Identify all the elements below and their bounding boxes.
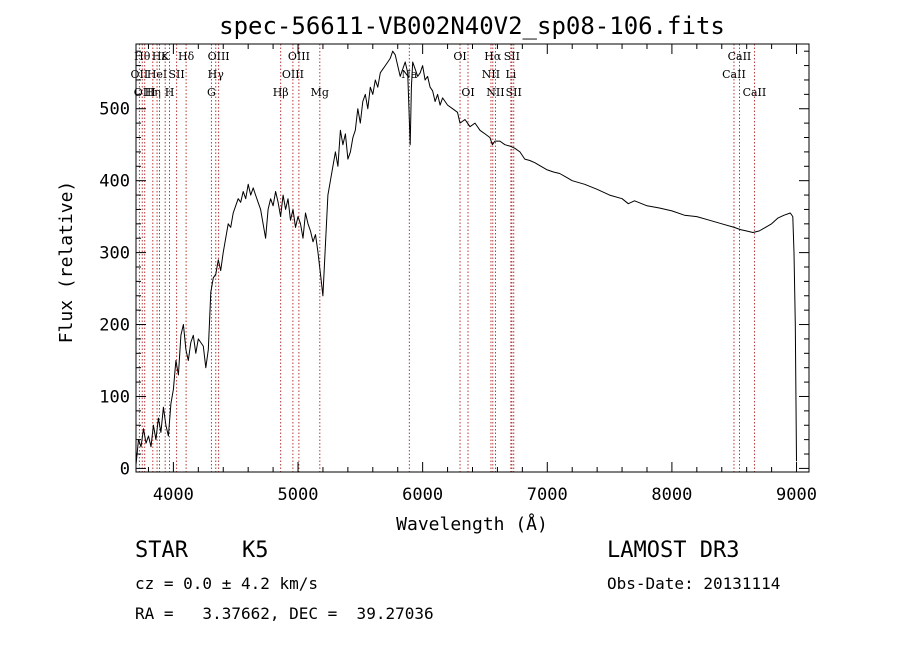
line-label: Mg (311, 86, 329, 99)
line-label: CaII (722, 68, 746, 81)
observation-date: Obs-Date: 20131114 (607, 574, 781, 593)
x-tick-label: 4000 (153, 485, 194, 505)
line-label: Hθ (134, 50, 151, 63)
line-label: CaII (728, 50, 752, 63)
x-tick-label: 7000 (527, 485, 568, 505)
plot-frame (135, 43, 810, 473)
spectral-line-markers: OIIHθOIIIHηHeIHεKHSIIHδGHγOIIIHβOIIIOIII… (131, 44, 767, 472)
line-label: OIII (282, 68, 304, 81)
line-label: SII (504, 50, 520, 63)
y-tick-label: 400 (99, 172, 130, 192)
line-label: NII (486, 86, 504, 99)
chart-title: spec-56611-VB002N40V2_sp08-106.fits (219, 12, 725, 40)
line-label: H (165, 86, 175, 99)
y-tick-label: 500 (99, 100, 130, 120)
line-label: OI (461, 86, 474, 99)
line-label: SII (169, 68, 185, 81)
survey-name: LAMOST DR3 (607, 538, 740, 563)
y-tick-label: 0 (120, 459, 130, 479)
line-label: OIII (134, 86, 156, 99)
spectrum-chart: spec-56611-VB002N40V2_sp08-106.fits OIIH… (56, 12, 817, 535)
object-class: STAR (135, 538, 188, 563)
line-label: Hα (484, 50, 502, 63)
y-tick-label: 300 (99, 244, 130, 264)
y-tick-label: 100 (99, 387, 130, 407)
line-label: K (161, 50, 170, 63)
spectrum-flux-line (135, 50, 797, 465)
x-tick-label: 6000 (402, 485, 443, 505)
line-label: CaII (743, 86, 767, 99)
redshift-cz: cz = 0.0 ± 4.2 km/s (135, 574, 319, 593)
x-tick-label: 8000 (651, 485, 692, 505)
x-tick-label: 5000 (278, 485, 319, 505)
line-label: G (207, 86, 216, 99)
line-label: Hβ (273, 86, 289, 99)
line-label: OI (453, 50, 466, 63)
line-label: Na (401, 68, 418, 81)
line-label: OIII (288, 50, 310, 63)
line-label: OII (131, 68, 149, 81)
line-label: Hδ (178, 50, 195, 63)
line-label: Li (505, 68, 516, 81)
line-label: OIII (208, 50, 230, 63)
line-label: Hε (152, 50, 168, 63)
y-axis-label: Flux (relative) (56, 181, 77, 344)
x-tick-label: 9000 (776, 485, 817, 505)
y-tick-label: 200 (99, 316, 130, 336)
object-subclass: K5 (242, 538, 269, 563)
coordinates: RA = 3.37662, DEC = 39.27036 (135, 604, 434, 623)
line-label: HeI (147, 68, 167, 81)
line-label: NII (482, 68, 500, 81)
series-layer (135, 50, 797, 465)
x-axis-label: Wavelength (Å) (396, 513, 548, 535)
line-label: Hη (145, 86, 161, 99)
line-label: Hγ (208, 68, 225, 81)
axes: 4000 5000 6000 7000 8000 9000 0 100 200 300 400 500 (99, 43, 817, 505)
line-label: SII (506, 86, 522, 99)
